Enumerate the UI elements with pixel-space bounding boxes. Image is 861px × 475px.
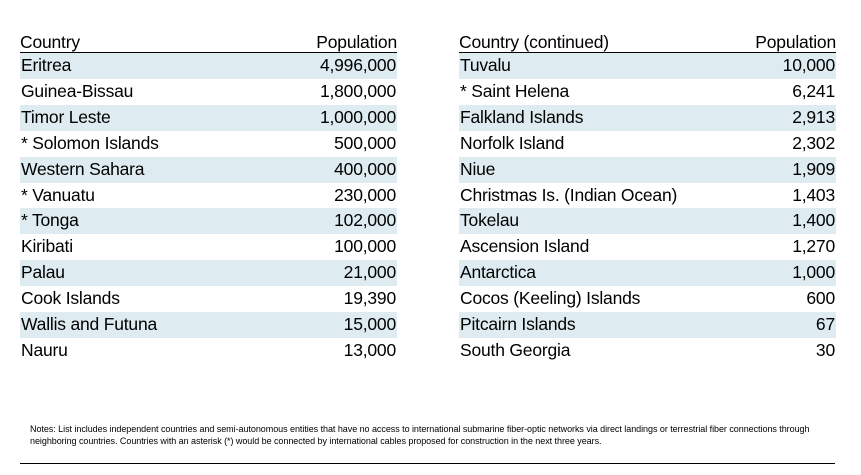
table-row: Tuvalu 10,000 [459, 52, 836, 79]
country-cell: Nauru [20, 337, 259, 364]
table-row: Falkland Islands 2,913 [459, 104, 836, 131]
population-cell: 4,996,000 [258, 52, 397, 79]
country-cell: Ascension Island [459, 234, 735, 261]
country-cell: South Georgia [459, 337, 735, 364]
table-row: Cocos (Keeling) Islands 600 [459, 286, 836, 313]
table-row: Pitcairn Islands 67 [459, 312, 836, 338]
country-cell: Falkland Islands [459, 104, 735, 131]
table-row: Wallis and Futuna 15,000 [20, 312, 397, 338]
population-cell: 400,000 [258, 156, 397, 183]
population-cell: 2,913 [734, 104, 836, 131]
table-row: Antarctica 1,000 [459, 260, 836, 287]
footnote-notes: Notes: List includes independent countri… [30, 424, 810, 446]
country-cell: Wallis and Futuna [20, 312, 259, 338]
country-cell: Kiribati [20, 234, 259, 261]
column-header-population: Population [734, 30, 836, 53]
population-cell: 1,270 [734, 234, 836, 261]
country-cell: Norfolk Island [459, 130, 735, 157]
table-row: * Tonga 102,000 [20, 208, 397, 235]
country-cell: Pitcairn Islands [459, 312, 735, 338]
population-cell: 1,909 [734, 156, 836, 183]
country-cell: * Vanuatu [20, 182, 259, 209]
table-row: * Saint Helena 6,241 [459, 78, 836, 105]
column-header-country-continued: Country (continued) [459, 30, 735, 53]
population-cell: 1,403 [734, 182, 836, 209]
population-cell: 102,000 [258, 208, 397, 235]
country-cell: Cook Islands [20, 286, 259, 313]
population-cell: 230,000 [258, 182, 397, 209]
population-table-right: Country (continued) Population Tuvalu 10,… [459, 30, 836, 364]
country-cell: Christmas Is. (Indian Ocean) [459, 182, 735, 209]
country-cell: Palau [20, 260, 259, 287]
table-body-left: Eritrea 4,996,000 Guinea-Bissau 1,800,000 Ti… [20, 52, 397, 364]
table-row: Norfolk Island 2,302 [459, 130, 836, 157]
table-row: Palau 21,000 [20, 260, 397, 287]
country-cell: Tokelau [459, 208, 735, 235]
population-cell: 2,302 [734, 130, 836, 157]
population-cell: 1,000 [734, 260, 836, 287]
population-cell: 19,390 [258, 286, 397, 313]
population-cell: 500,000 [258, 130, 397, 157]
table-body-right: Tuvalu 10,000 * Saint Helena 6,241 Falkland … [459, 52, 836, 364]
bottom-divider [20, 463, 835, 464]
table-row: Niue 1,909 [459, 156, 836, 183]
country-cell: Timor Leste [20, 104, 259, 131]
country-cell: Guinea-Bissau [20, 78, 259, 105]
population-cell: 15,000 [258, 312, 397, 338]
country-cell: * Saint Helena [459, 78, 735, 105]
table-row: South Georgia 30 [459, 337, 836, 364]
population-cell: 6,241 [734, 78, 836, 105]
column-header-country: Country [20, 30, 259, 53]
population-cell: 1,000,000 [258, 104, 397, 131]
population-cell: 1,400 [734, 208, 836, 235]
table-row: Tokelau 1,400 [459, 208, 836, 235]
country-cell: Niue [459, 156, 735, 183]
table-row: Kiribati 100,000 [20, 234, 397, 261]
table-row: Christmas Is. (Indian Ocean) 1,403 [459, 182, 836, 209]
country-cell: Antarctica [459, 260, 735, 287]
country-cell: Eritrea [20, 52, 259, 79]
population-cell: 13,000 [258, 337, 397, 364]
population-cell: 1,800,000 [258, 78, 397, 105]
country-cell: * Solomon Islands [20, 130, 259, 157]
table-row: Western Sahara 400,000 [20, 156, 397, 183]
country-cell: Tuvalu [459, 52, 735, 79]
population-cell: 10,000 [734, 52, 836, 79]
table-row: Guinea-Bissau 1,800,000 [20, 78, 397, 105]
table-row: Ascension Island 1,270 [459, 234, 836, 261]
population-table-left: Country Population Eritrea 4,996,000 Guine… [20, 30, 397, 364]
population-cell: 30 [734, 337, 836, 364]
column-header-population: Population [258, 30, 397, 53]
population-cell: 21,000 [258, 260, 397, 287]
table-row: * Vanuatu 230,000 [20, 182, 397, 209]
table-row: Eritrea 4,996,000 [20, 52, 397, 79]
population-cell: 67 [734, 312, 836, 338]
table-header-row: Country (continued) Population [459, 30, 836, 53]
table-row: Timor Leste 1,000,000 [20, 104, 397, 131]
table-row: Cook Islands 19,390 [20, 286, 397, 313]
country-cell: Cocos (Keeling) Islands [459, 286, 735, 313]
table-header-row: Country Population [20, 30, 397, 53]
population-cell: 100,000 [258, 234, 397, 261]
table-row: Nauru 13,000 [20, 337, 397, 364]
table-row: * Solomon Islands 500,000 [20, 130, 397, 157]
country-cell: Western Sahara [20, 156, 259, 183]
country-cell: * Tonga [20, 208, 259, 235]
population-cell: 600 [734, 286, 836, 313]
